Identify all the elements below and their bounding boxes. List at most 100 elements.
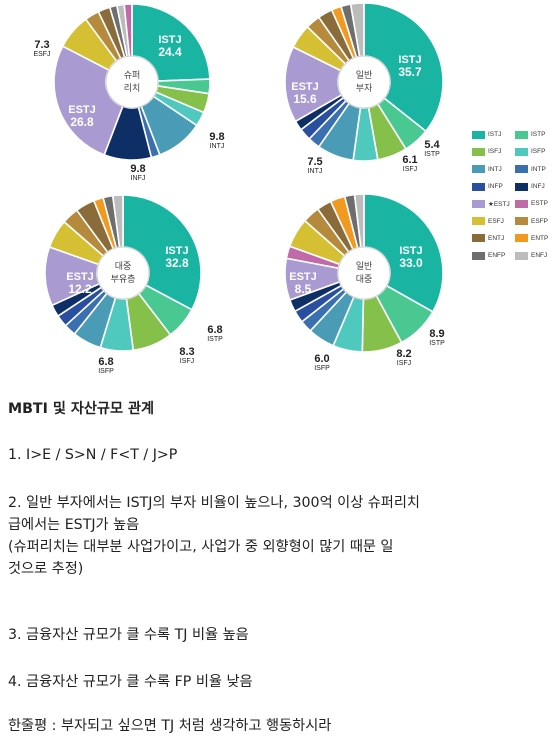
legend-row: ENFP ENFJ — [472, 247, 558, 264]
donut-center-label: 부자 — [356, 83, 373, 93]
legend-item: ENFJ — [515, 251, 555, 260]
slice-value-label: 9.8 — [209, 131, 224, 143]
slice-value-label: 32.8 — [165, 256, 189, 270]
legend-row: ISTJ ISTP — [472, 126, 558, 143]
legend-swatch — [515, 199, 528, 208]
legend-item: ENFP — [472, 251, 512, 260]
legend-label: INFP — [488, 183, 503, 191]
slice-value-label: 8.9 — [429, 328, 444, 340]
slice-value-label: 6.1 — [402, 154, 417, 166]
slice-name-label: INTJ — [308, 168, 323, 175]
legend-swatch — [515, 147, 528, 156]
legend-row: INFP INFJ — [472, 178, 558, 195]
slice-name-label: ESFJ — [33, 51, 50, 58]
legend-label: ESTP — [531, 200, 548, 208]
legend-item: ISFP — [515, 147, 555, 156]
summary-point-2-line-4: 것으로 추정) — [8, 561, 84, 577]
legend-label: ENTP — [531, 234, 549, 242]
legend-swatch — [515, 130, 528, 139]
slice-name-label: ISTP — [424, 151, 440, 158]
legend-label: ISFJ — [488, 148, 502, 156]
summary-point-3: 3. 금융자산 규모가 클 수록 TJ 비율 높음 — [8, 627, 249, 643]
legend-label: ESFJ — [488, 217, 504, 225]
donut-center-label: 슈퍼 — [124, 70, 141, 80]
legend-item: ESFP — [515, 217, 555, 226]
legend-label: ENFP — [488, 252, 506, 260]
slice-value-label: 7.5 — [307, 156, 322, 168]
slice-name-label: ESTJ — [291, 81, 319, 93]
legend-label: ISTJ — [488, 131, 502, 139]
summary-point-1: 1. I>E / S>N / F<T / J>P — [8, 447, 178, 463]
slice-name-label: ISTP — [429, 340, 445, 347]
summary-point-2-line-2: 급에서는 ESTJ가 높음 — [8, 517, 140, 533]
legend-item: ISTP — [515, 130, 555, 139]
legend-item: INFJ — [515, 182, 555, 191]
slice-value-label: 8.3 — [179, 346, 194, 358]
mbti-donut-charts: 슈퍼리치ISTJ24.4ESTJ26.87.3ESFJ9.8INTJ9.8INF… — [33, 2, 445, 375]
slice-name-label: ISFJ — [403, 166, 417, 173]
slice-value-label: 9.8 — [130, 163, 145, 175]
slice-value-label: 8.2 — [396, 348, 411, 360]
slice-value-label: 15.6 — [293, 92, 317, 106]
slice-value-label: 35.7 — [398, 65, 422, 79]
legend-swatch — [472, 217, 485, 226]
legend-item: INFP — [472, 182, 512, 191]
legend-row: INTJ INTP — [472, 161, 558, 178]
slice-value-label: 33.0 — [399, 256, 423, 270]
summary-point-2: 2. 일반 부자에서는 ISTJ의 부자 비율이 높으나, 300억 이상 슈퍼… — [8, 492, 420, 580]
slice-value-label: 24.4 — [158, 45, 182, 59]
donut-center-label: 대중 — [115, 261, 132, 271]
legend-item: ESTP — [515, 199, 555, 208]
legend-label: ISFP — [531, 148, 546, 156]
summary-point-2-line-3: (슈퍼리치는 대부분 사업가이고, 사업가 중 외향형이 많기 때문 일 — [8, 539, 394, 555]
slice-name-label: ESTJ — [66, 271, 94, 283]
slice-name-label: ISTJ — [158, 34, 181, 46]
slice-value-label: 6.8 — [98, 356, 113, 368]
legend-label: ESFP — [531, 217, 548, 225]
slice-value-label: 7.3 — [34, 39, 49, 51]
summary-point-4: 4. 금융자산 규모가 클 수록 FP 비율 낮음 — [8, 674, 253, 690]
legend-item: ★ESTJ — [472, 199, 512, 208]
legend-swatch — [472, 199, 485, 208]
legend-item: INTP — [515, 165, 555, 174]
slice-name-label: INTJ — [210, 143, 225, 150]
slice-value-label: 26.8 — [70, 115, 94, 129]
legend-item: ISTJ — [472, 130, 512, 139]
legend-swatch — [515, 251, 528, 260]
legend-item: INTJ — [472, 165, 512, 174]
slice-name-label: ISTJ — [165, 245, 188, 257]
slice-value-label: 6.8 — [207, 324, 222, 336]
legend-label: ENFJ — [531, 252, 548, 260]
legend-swatch — [515, 234, 528, 243]
slice-name-label: ISFJ — [180, 358, 194, 365]
legend-item: ESFJ — [472, 217, 512, 226]
legend-label: INTJ — [488, 165, 502, 173]
slice-name-label: ISTJ — [398, 54, 421, 66]
slice-name-label: ESTJ — [289, 271, 317, 283]
legend-label: INTP — [531, 165, 546, 173]
slice-name-label: ISFJ — [397, 360, 411, 367]
slice-name-label: ESTJ — [68, 104, 96, 116]
slice-value-label: 8.5 — [295, 282, 312, 296]
slice-name-label: ISFP — [314, 365, 330, 372]
summary-point-2-line-1: 2. 일반 부자에서는 ISTJ의 부자 비율이 높으나, 300억 이상 슈퍼… — [8, 495, 420, 511]
donut-center-label: 일반 — [356, 70, 373, 80]
donut-hole — [96, 246, 150, 300]
legend-item: ENTP — [515, 234, 555, 243]
legend-swatch — [472, 251, 485, 260]
legend-swatch — [515, 165, 528, 174]
legend-swatch — [515, 217, 528, 226]
legend-row: ESFJ ESFP — [472, 212, 558, 229]
legend-row: ISFJ ISFP — [472, 143, 558, 160]
chart-legend: ISTJ ISTP ISFJ ISFP INTJ INTP INFP INFJ ★ESTJ EST… — [472, 126, 558, 264]
slice-name-label: ISFP — [98, 368, 114, 375]
legend-row: ★ESTJ ESTP — [472, 195, 558, 212]
slice-name-label: ISTJ — [399, 245, 422, 257]
slice-value-label: 12.2 — [68, 282, 92, 296]
slice-value-label: 6.0 — [314, 353, 329, 365]
donut-hole — [105, 55, 159, 109]
slice-value-label: 5.4 — [424, 139, 440, 151]
legend-swatch — [472, 165, 485, 174]
legend-swatch — [472, 147, 485, 156]
donut-center-label: 대중 — [356, 274, 373, 284]
